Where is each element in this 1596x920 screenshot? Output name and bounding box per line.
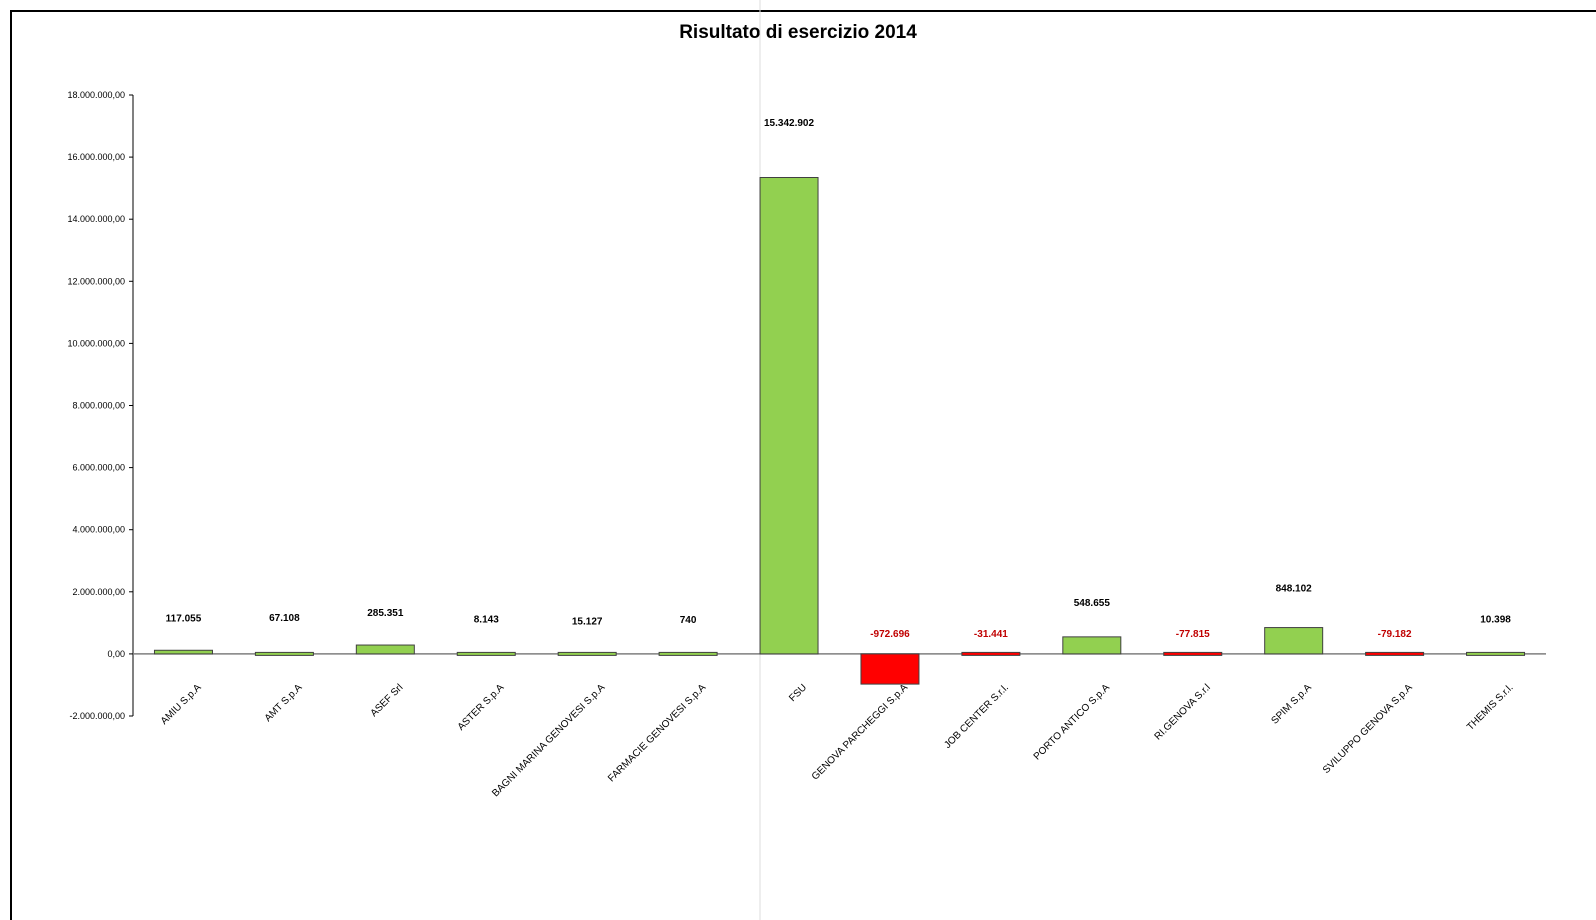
axes: -2.000.000,00 0,00 2.000.000,00 4.000.000,0… xyxy=(67,90,1546,721)
y-tick-label: -2.000.000,00 xyxy=(69,711,125,721)
category-label: JOB CENTER S.r.l. xyxy=(942,682,1011,751)
data-label: 740 xyxy=(680,615,697,626)
data-label: -77.815 xyxy=(1176,629,1210,640)
bar xyxy=(759,177,819,655)
data-label: 10.398 xyxy=(1480,615,1511,626)
data-label: 548.655 xyxy=(1074,598,1111,609)
y-tick-label: 18.000.000,00 xyxy=(67,90,125,100)
category-label: RI.GENOVA S.r.l xyxy=(1153,682,1213,742)
category-label: FARMACIE GENOVESI S.p.A xyxy=(606,682,708,784)
y-tick-label: 8.000.000,00 xyxy=(72,401,125,411)
y-tick-label: 12.000.000,00 xyxy=(67,276,125,286)
data-label: 285.351 xyxy=(367,608,404,619)
data-label: -79.182 xyxy=(1378,629,1412,640)
category-label: FSU xyxy=(787,682,809,704)
category-label: AMT S.p.A xyxy=(263,682,305,724)
bar xyxy=(153,649,213,655)
bar xyxy=(1163,651,1223,656)
category-label: SVILUPPO GENOVA S.p.A xyxy=(1321,682,1415,776)
data-label: 67.108 xyxy=(269,613,300,624)
y-tick-label: 10.000.000,00 xyxy=(67,338,125,348)
bar xyxy=(1466,651,1526,656)
category-labels: AMIU S.p.A AMT S.p.A ASEF Srl ASTER S.p.ABA… xyxy=(159,682,1516,799)
y-tick-label: 2.000.000,00 xyxy=(72,587,125,597)
category-label: THEMIS S.r.l. xyxy=(1465,682,1516,733)
bar xyxy=(1062,636,1122,655)
bar xyxy=(1365,651,1425,656)
bar xyxy=(254,651,314,656)
category-label: ASEF Srl xyxy=(369,682,406,719)
category-label: GENOVA PARCHEGGI S.p.A xyxy=(810,682,910,782)
bar xyxy=(456,651,516,656)
bars xyxy=(153,177,1526,685)
data-label: -972.696 xyxy=(870,629,910,640)
y-tick-label: 0,00 xyxy=(107,649,125,659)
data-label: 15.127 xyxy=(572,616,603,627)
chart-title: Risultato di esercizio 2014 xyxy=(679,22,917,43)
category-label: SPIM S.p.A xyxy=(1269,682,1314,727)
data-label: 15.342.902 xyxy=(764,118,814,129)
data-labels: 117.055 67.108 285.351 8.143 15.127 740 15.342… xyxy=(166,118,1512,640)
category-label: AMIU S.p.A xyxy=(159,682,204,727)
y-tick-label: 6.000.000,00 xyxy=(72,463,125,473)
bar xyxy=(658,651,718,656)
data-label: 8.143 xyxy=(474,615,499,626)
bar xyxy=(1264,627,1324,655)
data-label: 848.102 xyxy=(1276,584,1313,595)
category-label: ASTER S.p.A xyxy=(456,682,507,733)
y-tick-label: 4.000.000,00 xyxy=(72,525,125,535)
bar xyxy=(557,651,617,656)
bar xyxy=(860,653,920,685)
bar xyxy=(355,644,415,655)
y-tick-label: 14.000.000,00 xyxy=(67,214,125,224)
data-label: 117.055 xyxy=(166,613,202,624)
category-label: BAGNI MARINA GENOVESI S.p.A xyxy=(490,682,607,799)
data-label: -31.441 xyxy=(974,629,1008,640)
category-label: PORTO ANTICO S.p.A xyxy=(1032,682,1112,762)
bar xyxy=(961,651,1021,656)
y-tick-label: 16.000.000,00 xyxy=(67,152,125,162)
